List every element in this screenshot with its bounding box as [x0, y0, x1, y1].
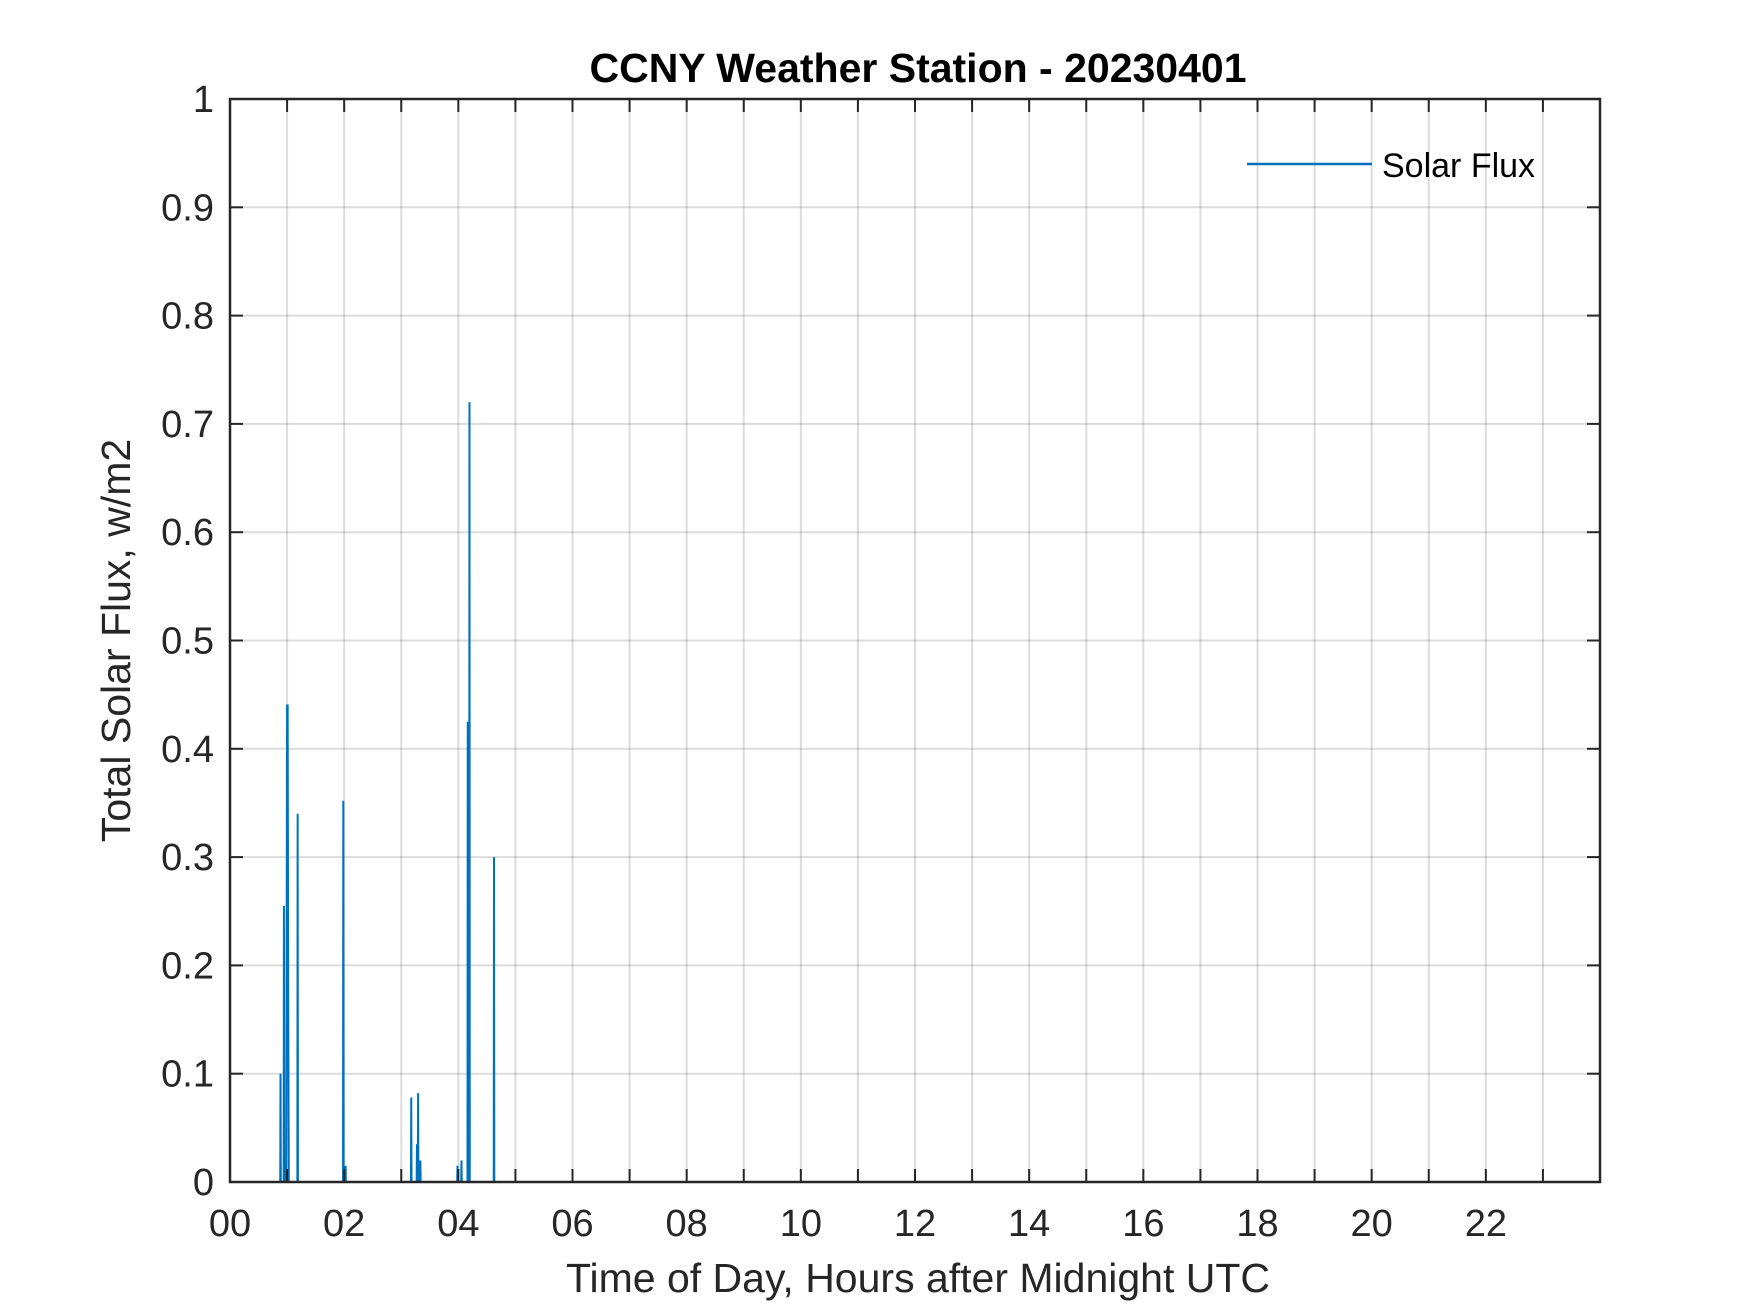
- y-tick-label: 1: [193, 79, 214, 121]
- x-tick-label: 02: [323, 1203, 365, 1245]
- y-tick-label: 0: [193, 1162, 214, 1204]
- y-tick-label: 0.3: [161, 837, 214, 879]
- x-tick-label: 16: [1122, 1203, 1164, 1245]
- y-tick-label: 0.2: [161, 945, 214, 987]
- y-tick-labels: 0 0.1 0.2 0.3 0.4 0.5 0.6 0.7 0.8 0.9 1: [161, 79, 214, 1204]
- ticks: [230, 98, 1600, 1183]
- chart-title: CCNY Weather Station - 20230401: [589, 45, 1246, 91]
- x-tick-label: 04: [437, 1203, 479, 1245]
- x-tick-label: 12: [894, 1203, 936, 1245]
- x-tick-label: 22: [1465, 1203, 1507, 1245]
- x-tick-label: 10: [780, 1203, 822, 1245]
- x-tick-label: 06: [551, 1203, 593, 1245]
- legend-label-solar-flux: Solar Flux: [1382, 147, 1535, 185]
- legend: Solar Flux: [1247, 147, 1535, 185]
- x-tick-labels: 00 02 04 06 08 10 12 14 16 18 20 22: [209, 1203, 1507, 1245]
- x-tick-label: 14: [1008, 1203, 1050, 1245]
- x-tick-label: 08: [666, 1203, 708, 1245]
- y-tick-label: 0.7: [161, 404, 214, 446]
- x-tick-label: 00: [209, 1203, 251, 1245]
- y-axis-label: Total Solar Flux, w/m2: [93, 439, 139, 842]
- y-tick-label: 0.5: [161, 621, 214, 663]
- plot-area: [230, 99, 1600, 1182]
- y-tick-label: 0.8: [161, 296, 214, 338]
- grid: [230, 99, 1600, 1182]
- x-tick-label: 18: [1236, 1203, 1278, 1245]
- y-tick-label: 0.6: [161, 512, 214, 554]
- y-tick-label: 0.1: [161, 1054, 214, 1096]
- x-tick-label: 20: [1351, 1203, 1393, 1245]
- y-tick-label: 0.9: [161, 187, 214, 229]
- y-tick-label: 0.4: [161, 729, 214, 771]
- x-axis-label: Time of Day, Hours after Midnight UTC: [566, 1255, 1270, 1301]
